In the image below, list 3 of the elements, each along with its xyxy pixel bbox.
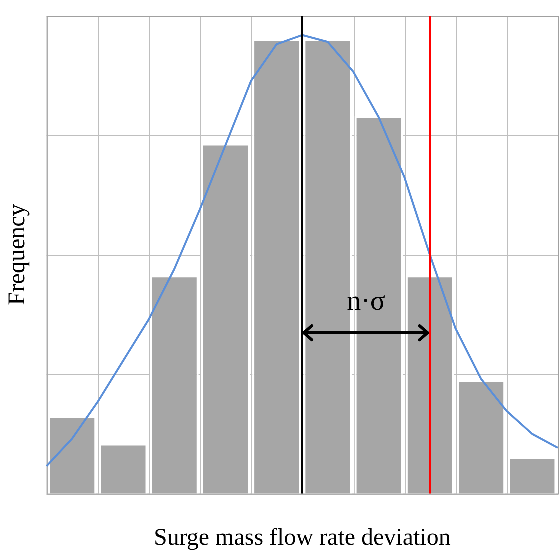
x-axis-title: Surge mass flow rate deviation [154, 524, 451, 551]
y-axis-title: Frequency [4, 204, 31, 306]
annotation: n·σ [347, 286, 386, 318]
